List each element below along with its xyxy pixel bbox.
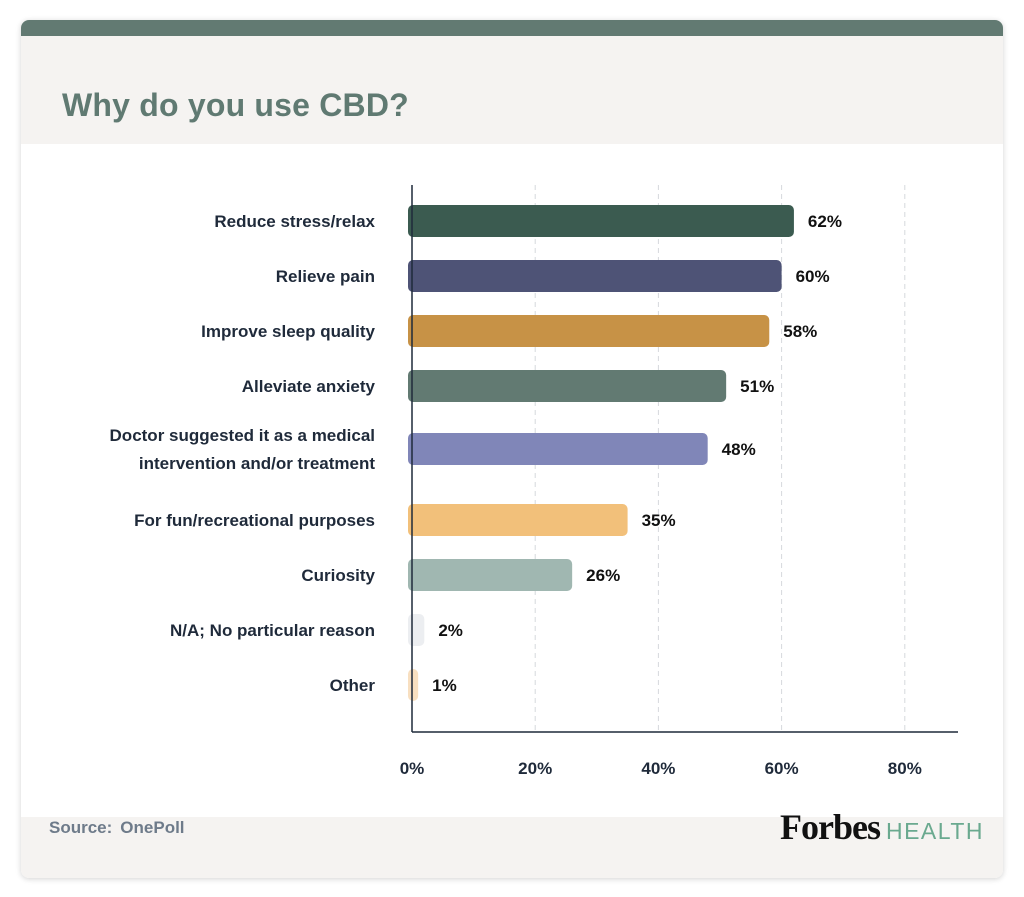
- bar-2: [408, 315, 770, 347]
- accent-bar: [21, 20, 1003, 36]
- x-tick-label-40: 40%: [641, 759, 675, 778]
- source-value: OnePoll: [120, 818, 185, 837]
- logo-brand: Forbes: [779, 807, 881, 847]
- bar-0: [408, 205, 794, 237]
- category-label-4-line-1: intervention and/or treatment: [139, 454, 375, 473]
- x-tick-label-60: 60%: [765, 759, 799, 778]
- bar-5: [408, 504, 628, 536]
- category-label-7: N/A; No particular reason: [170, 621, 375, 640]
- x-tick-label-0: 0%: [400, 759, 425, 778]
- category-label-2: Improve sleep quality: [201, 322, 375, 341]
- value-label-0: 62%: [808, 212, 842, 231]
- source-note: Source: OnePoll: [49, 818, 185, 838]
- bar-6: [408, 559, 573, 591]
- value-label-2: 58%: [783, 322, 817, 341]
- value-label-1: 60%: [796, 267, 830, 286]
- value-label-7: 2%: [438, 621, 463, 640]
- category-label-8: Other: [330, 676, 376, 695]
- bar-1: [408, 260, 782, 292]
- value-label-3: 51%: [740, 377, 774, 396]
- value-label-8: 1%: [432, 676, 457, 695]
- footer-panel: [21, 817, 1003, 878]
- category-label-3: Alleviate anxiety: [242, 377, 376, 396]
- chart-title: Why do you use CBD?: [62, 87, 409, 123]
- logo-section: HEALTH: [885, 818, 984, 844]
- category-label-6: Curiosity: [301, 566, 375, 585]
- category-label-1: Relieve pain: [276, 267, 375, 286]
- header-panel: Why do you use CBD?: [21, 36, 1003, 144]
- category-label-0: Reduce stress/relax: [214, 212, 375, 231]
- bar-3: [408, 370, 727, 402]
- value-label-4: 48%: [722, 440, 756, 459]
- x-tick-label-20: 20%: [518, 759, 552, 778]
- source-label: Source:: [49, 818, 113, 837]
- value-label-5: 35%: [642, 511, 676, 530]
- bar-4: [408, 433, 708, 465]
- value-label-6: 26%: [586, 566, 620, 585]
- category-label-5: For fun/recreational purposes: [134, 511, 375, 530]
- bar-7: [408, 614, 425, 646]
- x-tick-label-80: 80%: [888, 759, 922, 778]
- bar-8: [408, 669, 419, 701]
- chart-card: Why do you use CBD?: [21, 20, 1003, 878]
- category-label-4-line-0: Doctor suggested it as a medical: [110, 426, 375, 445]
- forbes-health-logo: Forbes HEALTH: [780, 806, 984, 848]
